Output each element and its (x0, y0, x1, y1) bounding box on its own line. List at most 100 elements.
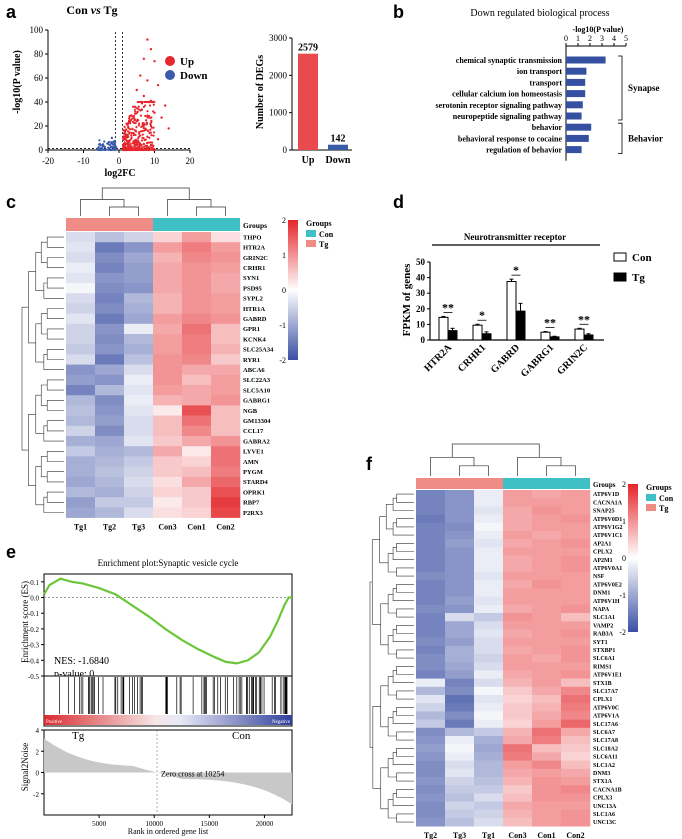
heatmap-cell (474, 752, 504, 761)
legend-up-label: Up (180, 56, 194, 68)
heatmap-cell (124, 323, 154, 335)
heatmap-cell (445, 588, 475, 597)
gene-label: SLC17A6 (593, 722, 618, 728)
heatmap-cell (182, 272, 212, 284)
volcano-down-point (101, 145, 105, 148)
volcano-up-point (131, 120, 134, 123)
row-dendrogram-branch (40, 456, 48, 478)
heatmap-cell (561, 711, 591, 720)
color-scale-tick: 0 (622, 554, 626, 563)
volcano-up-point (153, 60, 156, 63)
volcano-up-point (132, 132, 135, 135)
gsea-es-tick-label: 0.0 (30, 595, 39, 603)
heatmap-cell (503, 522, 533, 532)
heatmap-cell (503, 539, 533, 548)
color-scale-tick: 1 (282, 251, 286, 260)
heatmap-cell (474, 785, 504, 794)
volcano-up-point (140, 125, 143, 129)
heatmap-cell (474, 686, 504, 696)
heatmap-cell (474, 547, 504, 556)
heatmap-cell (532, 572, 562, 581)
heatmap-cell (153, 242, 183, 253)
gene-label: CPLX1 (593, 697, 612, 703)
heatmap-cell (182, 507, 212, 518)
heatmap-cell (95, 334, 125, 345)
heatmap-cell (124, 487, 154, 498)
volcano-up-point (128, 139, 131, 142)
group-bar-cell (503, 478, 532, 489)
volcano-up-point (125, 123, 129, 126)
heatmap-cell (211, 252, 241, 263)
heatmap-cell (445, 547, 475, 556)
heatmap-cell (416, 768, 446, 778)
heatmap-cell (153, 405, 183, 416)
gene-label: HTR1A (243, 306, 265, 313)
volcano-up-point (133, 112, 136, 115)
legend-label: Tg (319, 240, 328, 249)
gene-label: CRHR1 (243, 265, 265, 272)
column-dendrogram-branch (430, 456, 475, 476)
volcano-x-tick-label: 20 (186, 156, 196, 166)
volcano-up-point (148, 104, 152, 107)
heatmap-cell (95, 293, 125, 304)
heatmap-cell (532, 801, 562, 811)
gene-label: ATP6V0C (593, 705, 619, 711)
gene-label: GABRD (243, 316, 267, 323)
receptor-category-label: HTR2A (422, 342, 454, 374)
heatmap-cell (445, 555, 475, 565)
heatmap-cell (503, 695, 533, 704)
legend-label: Con (659, 494, 674, 503)
volcano-up-point (133, 118, 137, 121)
heatmap-cell (561, 498, 591, 507)
gene-label: CPLX3 (593, 796, 612, 802)
group-bar-cell (211, 218, 240, 231)
process-bar-chart: 0 1 2 3 4 5 chemical synaptic transmission ion … (436, 34, 663, 161)
process-label: regulation of behavior (486, 146, 562, 155)
heatmap-cell (474, 555, 504, 565)
volcano-up-point (123, 138, 126, 141)
heatmap-cell (474, 498, 504, 507)
heatmap-cell (182, 446, 212, 457)
heatmap-cell (182, 395, 212, 406)
heatmap-cell (211, 313, 241, 325)
heatmap-cell (532, 744, 562, 753)
heatmap-cell (532, 654, 562, 663)
volcano-up-point (122, 135, 125, 138)
heatmap-cell (66, 497, 96, 508)
heatmap-cell (182, 476, 212, 488)
heatmap-cell (211, 466, 241, 478)
process-bar (566, 101, 583, 109)
heatmap-cell (561, 621, 591, 630)
gene-label: SLC17A7 (593, 689, 618, 695)
gene-label: AP2A1 (593, 541, 611, 547)
heatmap-cell (211, 446, 241, 457)
volcano-up-point (156, 84, 160, 87)
volcano-legend: Up Down (165, 56, 208, 82)
heatmap-cell (124, 497, 154, 508)
heatmap-cell (474, 572, 504, 581)
volcano-up-point (124, 136, 127, 139)
gene-label: CACNA1B (593, 787, 622, 793)
heatmap-cell (445, 809, 475, 819)
heatmap-cell (416, 793, 446, 802)
heatmap-cell (503, 727, 533, 737)
heatmap-cell (153, 334, 183, 345)
row-dendrogram-branch (46, 379, 64, 391)
receptor-bar-con (438, 316, 449, 341)
heatmap-cell (474, 539, 504, 548)
volcano-up-point (142, 57, 146, 60)
row-dendrogram-branch (46, 328, 64, 340)
row-dendrogram-branch (46, 277, 64, 289)
row-dendrogram-branch (43, 425, 64, 442)
volcano-up-point (129, 128, 132, 131)
process-label: transport (530, 78, 563, 87)
heatmap-cell (66, 395, 96, 406)
heatmap-cell (153, 374, 183, 386)
heatmap-cell (416, 695, 446, 704)
heatmap-cell (66, 354, 96, 365)
heatmap-cell (153, 476, 183, 488)
heatmap-cell (416, 514, 446, 524)
legend-label: Con (319, 230, 334, 239)
receptor-bar-tg (549, 336, 560, 341)
heatmap-cell (153, 456, 183, 467)
